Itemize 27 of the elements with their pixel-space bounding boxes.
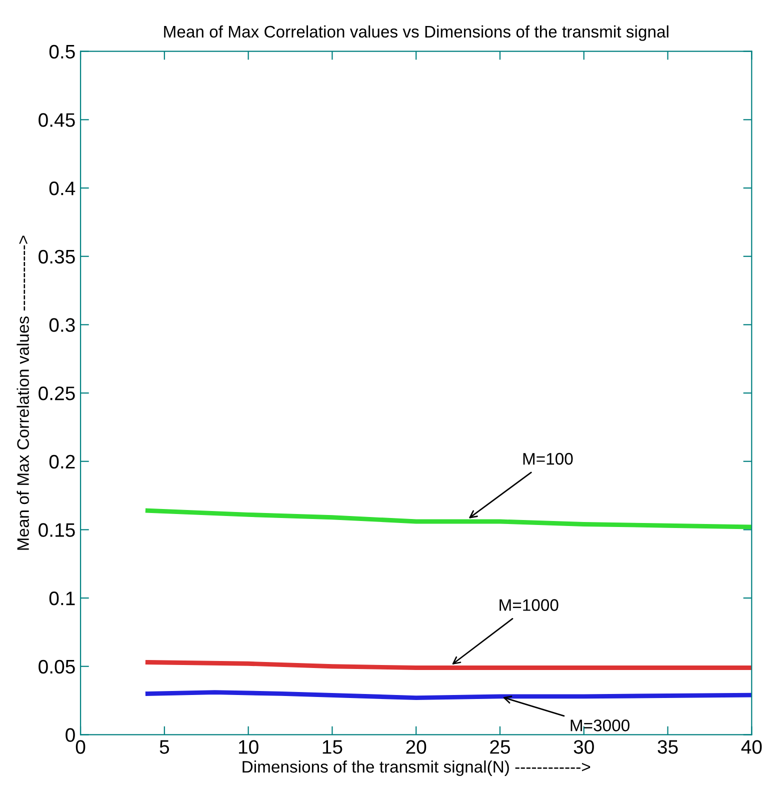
- x-tick-label: 0: [76, 740, 86, 754]
- y-tick-label: 0: [66, 728, 75, 742]
- y-tick-label: 0.35: [38, 250, 75, 264]
- y-tick-label: 0.5: [49, 44, 75, 59]
- y-tick-label: 0.2: [49, 454, 75, 469]
- annotation: M=3000: [570, 720, 630, 732]
- y-axis-title: Mean of Max Correlation values ------------>: [16, 236, 29, 550]
- x-tick-label: 5: [160, 740, 170, 754]
- y-tick-label: 0.15: [38, 523, 75, 537]
- x-tick-label: 15: [322, 740, 342, 754]
- x-tick-label: 10: [238, 740, 258, 754]
- y-tick-label: 0.3: [49, 318, 75, 332]
- x-tick-label: 40: [741, 740, 762, 754]
- y-tick-label: 0.4: [49, 181, 76, 196]
- y-tick-label: 0.25: [38, 386, 75, 400]
- x-tick-label: 25: [490, 740, 510, 754]
- x-tick-label: 30: [574, 740, 594, 754]
- y-tick-label: 0.1: [49, 592, 75, 606]
- x-axis-title: Dimensions of the transmit signal(N) ------------>: [242, 760, 590, 776]
- annotation: M=1000: [500, 599, 558, 611]
- chart-title: Mean of Max Correlation values vs Dimensions of the transmit signal: [164, 25, 668, 41]
- x-tick-label: 20: [406, 740, 426, 754]
- annotation: M=100: [523, 452, 573, 465]
- y-tick-label: 0.45: [38, 113, 75, 127]
- line-series: [145, 508, 752, 530]
- x-tick-label: 35: [658, 740, 678, 754]
- y-tick-label: 0.05: [38, 660, 75, 674]
